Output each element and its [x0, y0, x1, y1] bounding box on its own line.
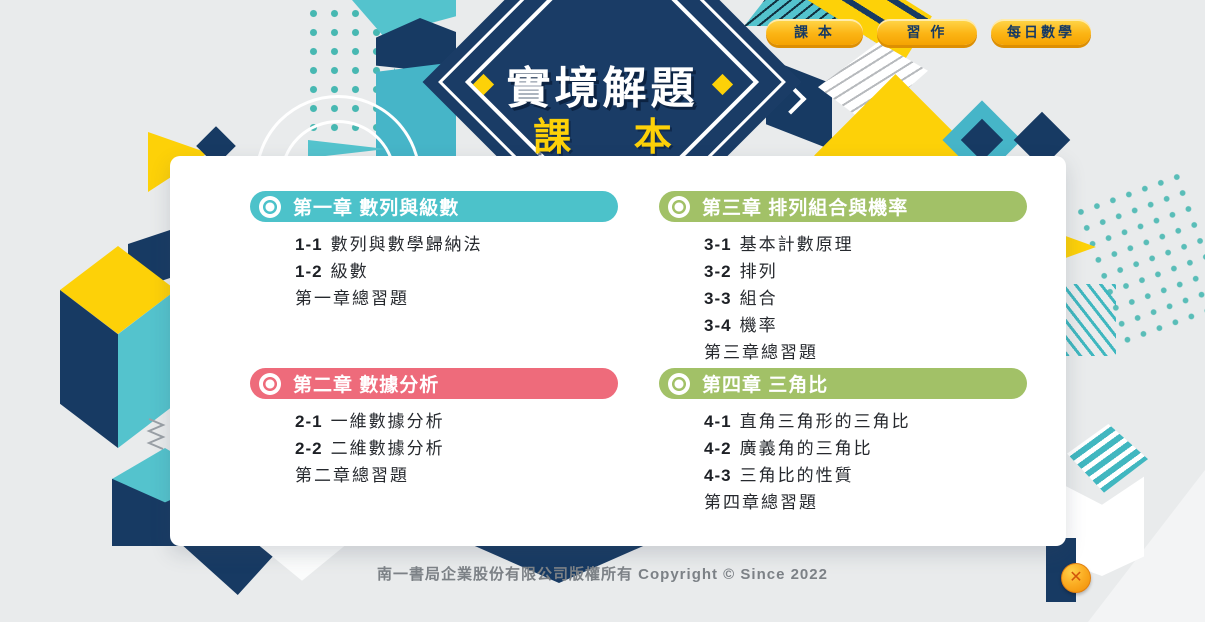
- lesson-item[interactable]: 3-4 機率: [704, 316, 778, 335]
- chapter-2-header: 第二章 數據分析: [250, 368, 618, 399]
- chapter-3-section: 第三章 排列組合與機率 3-1 基本計數原理 3-2 排列 3-3 組合 3-4 機率 …: [659, 191, 1039, 366]
- banner-subtitle: 課 本: [533, 117, 672, 159]
- lesson-item[interactable]: 4-3 三角比的性質: [704, 466, 854, 485]
- chapter-3-lessons: 3-1 基本計數原理 3-2 排列 3-3 組合 3-4 機率 第三章總習題: [659, 231, 1039, 366]
- lesson-item[interactable]: 3-1 基本計數原理: [704, 235, 854, 254]
- lesson-item[interactable]: 第二章總習題: [295, 466, 409, 485]
- lesson-item[interactable]: 第四章總習題: [704, 493, 818, 512]
- lesson-item[interactable]: 第三章總習題: [704, 343, 818, 362]
- chapter-title: 第三章 排列組合與機率: [702, 198, 909, 219]
- chapter-1-header: 第一章 數列與級數: [250, 191, 618, 222]
- lesson-item[interactable]: 2-2 二維數據分析: [295, 439, 445, 458]
- diamond-accent-icon: [711, 73, 733, 95]
- chapter-3-header: 第三章 排列組合與機率: [659, 191, 1027, 222]
- target-icon: [668, 195, 690, 218]
- nav-button-textbook[interactable]: 課 本: [766, 19, 863, 45]
- chapter-4-header: 第四章 三角比: [659, 368, 1027, 399]
- chapter-title: 第一章 數列與級數: [293, 198, 460, 219]
- chapter-1-lessons: 1-1 數列與數學歸納法 1-2 級數 第一章總習題: [250, 231, 630, 312]
- lesson-item[interactable]: 1-1 數列與數學歸納法: [295, 235, 483, 254]
- chapter-2-lessons: 2-1 一維數據分析 2-2 二維數據分析 第二章總習題: [250, 408, 630, 489]
- nav-button-daily-math[interactable]: 每日數學: [991, 19, 1091, 45]
- lesson-item[interactable]: 4-2 廣義角的三角比: [704, 439, 873, 458]
- lesson-item[interactable]: 1-2 級數: [295, 262, 369, 281]
- decor-teal-stripes-right: [1066, 284, 1116, 356]
- chapter-title: 第四章 三角比: [702, 375, 829, 396]
- close-icon[interactable]: ✕: [1061, 563, 1091, 593]
- banner-title: 實境解題: [506, 64, 699, 113]
- lesson-item[interactable]: 第一章總習題: [295, 289, 409, 308]
- chapter-4-lessons: 4-1 直角三角形的三角比 4-2 廣義角的三角比 4-3 三角比的性質 第四章總習題: [659, 408, 1039, 516]
- nav-button-workbook[interactable]: 習 作: [877, 19, 977, 45]
- zigzag-squiggle: [146, 418, 166, 450]
- chapter-4-section: 第四章 三角比 4-1 直角三角形的三角比 4-2 廣義角的三角比 4-3 三角比的性…: [659, 368, 1039, 516]
- copyright-text: 南一書局企業股份有限公司版權所有 Copyright © Since 2022: [377, 566, 828, 583]
- target-icon: [259, 195, 281, 218]
- diamond-accent-icon: [472, 73, 494, 95]
- target-icon: [259, 372, 281, 395]
- chapter-2-section: 第二章 數據分析 2-1 一維數據分析 2-2 二維數據分析 第二章總習題: [250, 368, 630, 489]
- target-icon: [668, 372, 690, 395]
- lesson-item[interactable]: 2-1 一維數據分析: [295, 412, 445, 431]
- chapter-card: 第一章 數列與級數 1-1 數列與數學歸納法 1-2 級數 第一章總習題 第二章 數…: [170, 156, 1066, 546]
- chapter-1-section: 第一章 數列與級數 1-1 數列與數學歸納法 1-2 級數 第一章總習題: [250, 191, 630, 312]
- chapter-title: 第二章 數據分析: [293, 375, 440, 396]
- lesson-item[interactable]: 4-1 直角三角形的三角比: [704, 412, 911, 431]
- lesson-item[interactable]: 3-3 組合: [704, 289, 778, 308]
- lesson-item[interactable]: 3-2 排列: [704, 262, 778, 281]
